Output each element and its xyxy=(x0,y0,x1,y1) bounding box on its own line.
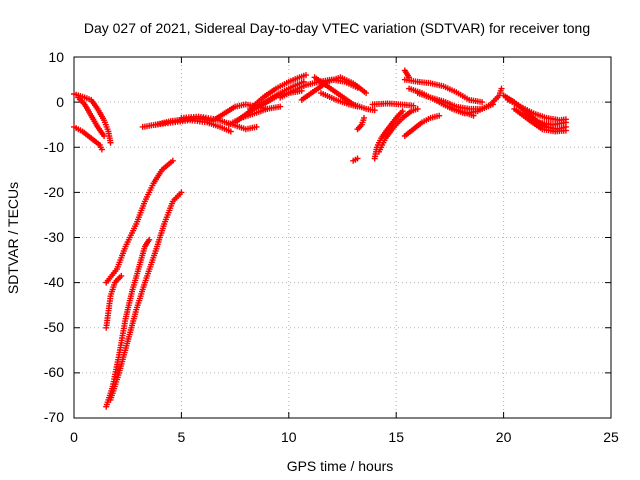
data-point-markers xyxy=(318,90,361,110)
series-arc03 xyxy=(71,123,105,153)
y-tick-label: -10 xyxy=(44,139,64,155)
y-tick-labels: 10 0 -10 -20 -30 -40 -50 -60 -70 xyxy=(44,49,64,425)
data-point-markers xyxy=(107,189,185,403)
series-arc34 xyxy=(522,110,569,128)
data-point-markers xyxy=(436,85,505,117)
data-point-markers xyxy=(401,76,486,106)
series-arc14 xyxy=(247,72,309,112)
x-axis-label: GPS time / hours xyxy=(287,458,394,474)
data-point-markers xyxy=(103,157,176,286)
x-tick-labels: 0 5 10 15 20 25 xyxy=(70,429,619,445)
series-arc20 xyxy=(350,155,361,164)
y-tick-label: -30 xyxy=(44,229,64,245)
chart-title: Day 027 of 2021, Sidereal Day-to-day VTE… xyxy=(84,20,590,36)
x-tick-label: 15 xyxy=(388,429,404,445)
y-axis-label: SDTVAR / TECUs xyxy=(5,182,21,294)
series-arc07 xyxy=(107,189,185,403)
x-tick-label: 10 xyxy=(281,429,297,445)
series-arc02 xyxy=(75,94,108,139)
data-point-markers xyxy=(103,272,125,331)
data-point-markers xyxy=(401,112,443,139)
series-arc17 xyxy=(298,74,370,103)
x-tick-label: 20 xyxy=(496,429,512,445)
data-markers xyxy=(71,67,569,410)
x-tick-label: 25 xyxy=(603,429,619,445)
axis-ticks xyxy=(73,56,612,419)
series-arc05 xyxy=(103,272,125,331)
series-arc24 xyxy=(376,105,421,155)
data-point-markers xyxy=(75,94,108,139)
y-tick-label: 0 xyxy=(56,94,64,110)
series-arc26 xyxy=(401,112,443,139)
series-arc27 xyxy=(401,76,486,106)
series-arc33 xyxy=(511,105,569,135)
series-arc19 xyxy=(318,90,361,110)
series-arc09 xyxy=(152,117,234,135)
x-tick-label: 0 xyxy=(70,429,78,445)
data-point-markers xyxy=(511,105,569,135)
y-tick-label: -60 xyxy=(44,364,64,380)
data-point-markers xyxy=(103,236,153,410)
data-point-markers xyxy=(71,123,105,153)
series-arc01 xyxy=(71,91,114,146)
data-point-markers xyxy=(504,96,569,124)
y-tick-label: -20 xyxy=(44,184,64,200)
y-tick-label: 10 xyxy=(48,49,64,65)
data-point-markers xyxy=(369,100,417,109)
data-point-markers xyxy=(71,91,114,146)
y-tick-label: -50 xyxy=(44,319,64,335)
series-arc06 xyxy=(103,236,153,410)
series-arc30 xyxy=(436,85,505,117)
series-arc32 xyxy=(504,96,569,124)
data-point-markers xyxy=(298,74,370,103)
data-point-markers xyxy=(152,117,234,135)
series-arc22 xyxy=(369,100,417,109)
data-point-markers xyxy=(247,72,309,112)
data-point-markers xyxy=(522,110,569,128)
series-arc21 xyxy=(354,114,367,133)
x-tick-label: 5 xyxy=(178,429,186,445)
data-point-markers xyxy=(350,155,361,164)
y-tick-label: -40 xyxy=(44,274,64,290)
series-arc04 xyxy=(103,157,176,286)
y-tick-label: -70 xyxy=(44,409,64,425)
data-point-markers xyxy=(354,114,367,133)
data-point-markers xyxy=(376,105,421,155)
